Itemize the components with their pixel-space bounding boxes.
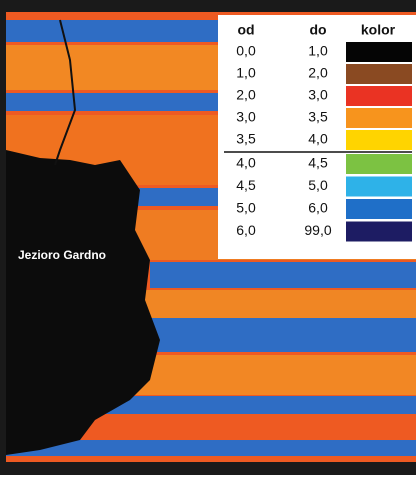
legend-from: 5,0: [236, 200, 256, 216]
legend-header: do: [309, 22, 326, 38]
legend-swatch: [346, 108, 412, 128]
legend-from: 4,0: [236, 155, 256, 171]
legend-to: 3,5: [308, 109, 328, 125]
map: Jezioro Gardno od do kolor 0,0 1,0 1,0 2,0 2,0 3…: [0, 0, 416, 475]
legend-to: 2,0: [308, 65, 328, 81]
legend-swatch: [346, 222, 412, 242]
legend-swatch: [346, 86, 412, 106]
legend-to: 1,0: [308, 43, 328, 59]
legend-from: 3,5: [236, 131, 256, 147]
legend-to: 4,0: [308, 131, 328, 147]
legend-from: 4,5: [236, 177, 256, 193]
legend-to: 3,0: [308, 87, 328, 103]
legend-from: 1,0: [236, 65, 256, 81]
legend-swatch: [346, 130, 412, 150]
legend-swatch: [346, 177, 412, 197]
legend-from: 3,0: [236, 109, 256, 125]
legend-swatch: [346, 199, 412, 219]
legend-to: 4,5: [308, 155, 328, 171]
legend-from: 6,0: [236, 222, 256, 238]
legend-swatch: [346, 64, 412, 84]
legend-from: 2,0: [236, 87, 256, 103]
legend-header: od: [237, 22, 254, 38]
legend-swatch: [346, 154, 412, 174]
legend-to: 5,0: [308, 177, 328, 193]
legend-to: 6,0: [308, 200, 328, 216]
map-label: Jezioro Gardno: [18, 248, 106, 262]
legend-from: 0,0: [236, 43, 256, 59]
legend-to: 99,0: [304, 222, 331, 238]
legend: od do kolor 0,0 1,0 1,0 2,0 2,0 3,0 3,0 3,5 3,5 4,0 4…: [218, 15, 416, 259]
legend-header: kolor: [361, 22, 396, 38]
legend-swatch: [346, 42, 412, 62]
